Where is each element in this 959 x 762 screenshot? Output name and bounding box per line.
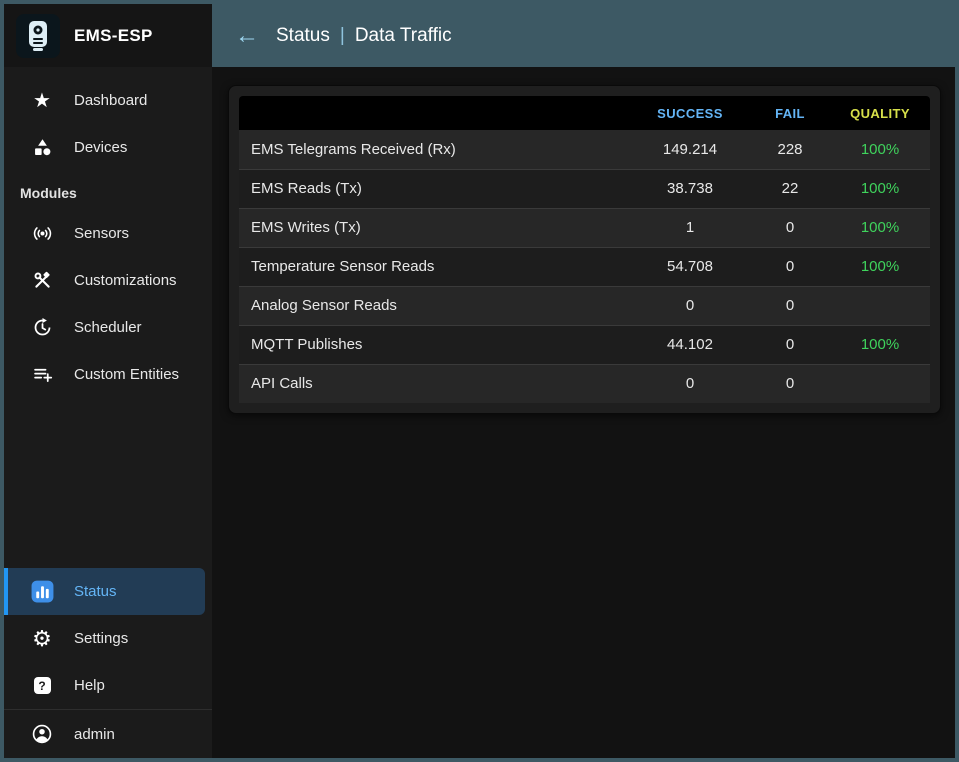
account-circle-icon [29, 723, 55, 745]
fail-cell: 22 [750, 168, 830, 208]
sidebar-item-label: Help [74, 677, 105, 694]
metric-cell: EMS Telegrams Received (Rx) [251, 140, 456, 158]
sidebar-item-dashboard[interactable]: ★ Dashboard [4, 77, 212, 124]
title-separator: | [339, 24, 345, 46]
sensors-icon [29, 223, 55, 244]
app-title: EMS-ESP [74, 25, 153, 45]
sidebar-nav: ★ Dashboard Devices Modules [4, 67, 212, 758]
metric-cell: EMS Writes (Tx) [239, 207, 630, 247]
username-label: admin [74, 725, 115, 743]
table-row: EMS Writes (Tx) 1 0 100% [239, 207, 930, 247]
quality-cell: 100% [830, 168, 930, 208]
fail-cell: 0 [750, 324, 830, 364]
sidebar-item-admin-user[interactable]: admin [4, 709, 212, 758]
gear-icon: ⚙ [32, 625, 52, 651]
sidebar-item-label: Devices [74, 139, 128, 156]
fail-cell: 0 [750, 363, 830, 403]
sidebar-item-scheduler[interactable]: Scheduler [4, 304, 212, 351]
success-cell: 0 [630, 285, 750, 325]
ems-esp-logo-icon [16, 13, 60, 58]
table-row: Temperature Sensor Reads 54.708 0 100% [239, 246, 930, 286]
data-traffic-card: SUCCESS FAIL QUALITY EMS Telegrams Recei… [228, 85, 941, 414]
device-logo-icon [29, 20, 47, 51]
star-icon: ★ [33, 89, 51, 112]
quality-cell: 100% [830, 324, 930, 364]
table-row: MQTT Publishes 44.102 0 100% [239, 324, 930, 364]
sidebar-item-label: Scheduler [74, 319, 142, 336]
table-row: API Calls 0 0 [239, 363, 930, 403]
column-header-quality: QUALITY [830, 96, 930, 130]
sidebar-spacer [4, 398, 212, 568]
tools-icon [29, 270, 55, 291]
quality-cell: 100% [860, 140, 900, 158]
sidebar-item-devices[interactable]: Devices [4, 124, 212, 171]
sidebar-item-label: Dashboard [74, 92, 148, 109]
app-window: EMS-ESP ★ Dashboard Devices Modules [4, 4, 955, 758]
success-cell: 44.102 [630, 324, 750, 364]
column-header-fail: FAIL [750, 96, 830, 130]
column-header-metric [239, 96, 630, 130]
back-arrow-button[interactable]: ← [235, 21, 259, 49]
sidebar-item-custom-entities[interactable]: Custom Entities [4, 351, 212, 398]
metric-cell: Analog Sensor Reads [239, 285, 630, 325]
top-app-bar: ← Status | Data Traffic [212, 4, 955, 67]
sidebar-item-label: Status [74, 583, 117, 600]
quality-cell: 100% [830, 246, 930, 286]
sidebar-item-label: Customizations [74, 272, 177, 289]
metric-cell: MQTT Publishes [239, 324, 630, 364]
fail-cell: 0 [750, 285, 830, 325]
sidebar-item-settings[interactable]: ⚙ Settings [4, 615, 212, 662]
table-header-row: SUCCESS FAIL QUALITY [239, 96, 930, 130]
sidebar-item-customizations[interactable]: Customizations [4, 257, 212, 304]
devices-icon [29, 137, 55, 158]
success-cell: 149.214 [662, 140, 718, 158]
page-title-section: Status [276, 24, 330, 46]
fail-cell: 228 [777, 140, 803, 158]
sidebar-item-help[interactable]: ? Help [4, 662, 212, 709]
page-title: Status | Data Traffic [276, 25, 452, 47]
table-row: EMS Reads (Tx) 38.738 22 100% [239, 168, 930, 208]
analytics-chart-icon [29, 579, 55, 604]
sidebar-item-label: Custom Entities [74, 366, 180, 383]
success-cell: 54.708 [630, 246, 750, 286]
quality-cell [830, 363, 930, 403]
page-title-subpage: Data Traffic [354, 24, 452, 46]
success-cell: 0 [630, 363, 750, 403]
column-header-success: SUCCESS [630, 96, 750, 130]
data-traffic-table: SUCCESS FAIL QUALITY EMS Telegrams Recei… [239, 96, 930, 403]
sidebar-item-status[interactable]: Status [4, 568, 205, 615]
metric-cell: EMS Reads (Tx) [239, 168, 630, 208]
sidebar-item-label: Sensors [74, 225, 130, 242]
fail-cell: 0 [750, 246, 830, 286]
sidebar-item-sensors[interactable]: Sensors [4, 210, 212, 257]
scheduler-clock-icon [29, 317, 55, 338]
table-row: Analog Sensor Reads 0 0 [239, 285, 930, 325]
quality-cell [830, 285, 930, 325]
quality-cell: 100% [830, 207, 930, 247]
content-area: SUCCESS FAIL QUALITY EMS Telegrams Recei… [212, 67, 955, 758]
sidebar-item-label: Settings [74, 630, 129, 647]
sidebar-header: EMS-ESP [4, 4, 212, 67]
sidebar: EMS-ESP ★ Dashboard Devices Modules [4, 4, 212, 758]
metric-cell: API Calls [239, 363, 630, 403]
fail-cell: 0 [750, 207, 830, 247]
playlist-add-icon [29, 364, 55, 385]
table-row: EMS Telegrams Received (Rx) 149.214 228 … [239, 130, 930, 169]
help-icon: ? [29, 677, 55, 694]
success-cell: 38.738 [630, 168, 750, 208]
modules-section-heading: Modules [20, 185, 77, 201]
success-cell: 1 [630, 207, 750, 247]
metric-cell: Temperature Sensor Reads [239, 246, 630, 286]
main-area: ← Status | Data Traffic SUCCESS F [212, 4, 955, 758]
